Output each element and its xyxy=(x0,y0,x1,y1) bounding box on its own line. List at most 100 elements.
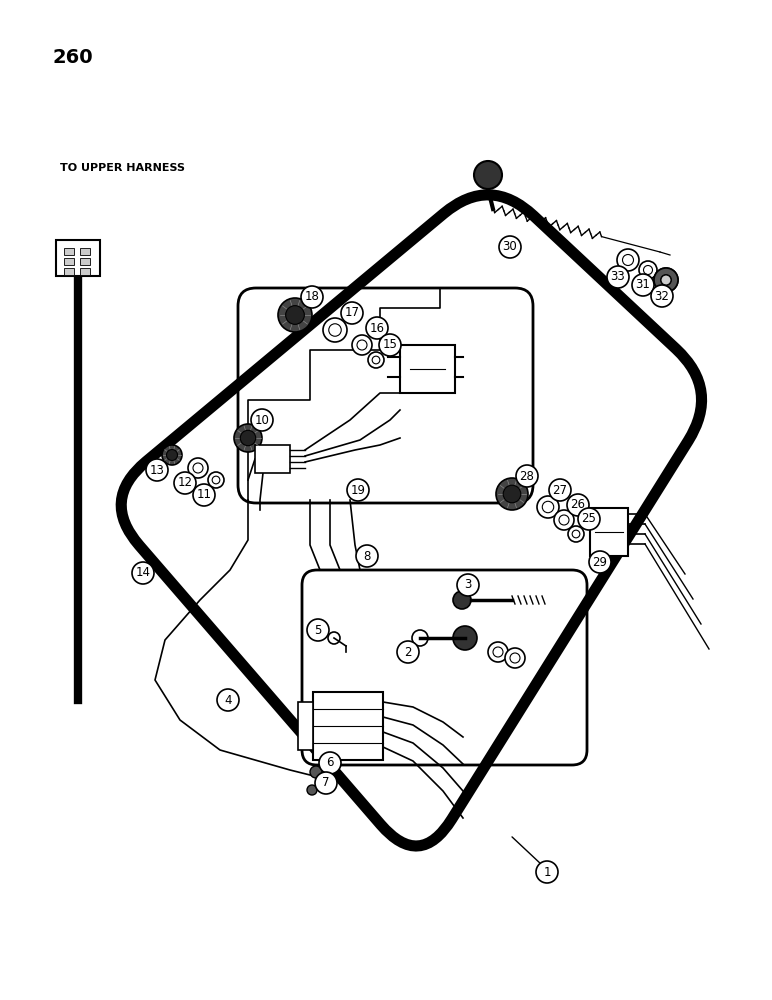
Circle shape xyxy=(329,324,341,336)
Bar xyxy=(56,240,100,276)
Circle shape xyxy=(661,275,671,285)
Circle shape xyxy=(234,424,262,452)
Circle shape xyxy=(174,472,196,494)
Circle shape xyxy=(505,648,525,668)
Bar xyxy=(64,248,74,255)
Circle shape xyxy=(212,476,220,484)
Circle shape xyxy=(278,298,312,332)
Text: 2: 2 xyxy=(405,646,411,658)
Text: 32: 32 xyxy=(655,290,669,302)
Circle shape xyxy=(503,485,521,503)
Bar xyxy=(80,248,90,255)
Bar xyxy=(313,692,383,760)
Bar xyxy=(590,508,628,556)
Circle shape xyxy=(347,479,369,501)
Bar xyxy=(400,345,455,393)
Circle shape xyxy=(146,459,168,481)
Text: 29: 29 xyxy=(592,556,608,568)
Circle shape xyxy=(559,515,569,525)
Text: 26: 26 xyxy=(571,498,585,512)
Text: 15: 15 xyxy=(383,338,398,352)
Circle shape xyxy=(549,479,571,501)
Text: 8: 8 xyxy=(364,550,371,562)
Circle shape xyxy=(366,317,388,339)
Text: 260: 260 xyxy=(52,48,93,67)
Circle shape xyxy=(496,478,528,510)
Circle shape xyxy=(240,430,256,446)
Text: 4: 4 xyxy=(224,694,232,706)
Circle shape xyxy=(286,306,304,324)
Circle shape xyxy=(307,785,317,795)
Circle shape xyxy=(639,261,657,279)
Circle shape xyxy=(536,861,558,883)
Circle shape xyxy=(510,653,520,663)
Circle shape xyxy=(193,463,203,473)
Circle shape xyxy=(567,494,589,516)
Text: 11: 11 xyxy=(197,488,212,502)
Circle shape xyxy=(368,352,384,368)
Circle shape xyxy=(162,445,182,465)
Circle shape xyxy=(654,268,678,292)
Circle shape xyxy=(301,286,323,308)
Text: 25: 25 xyxy=(581,512,597,526)
Circle shape xyxy=(357,340,367,350)
Circle shape xyxy=(661,275,672,285)
Text: 33: 33 xyxy=(611,270,625,284)
Circle shape xyxy=(372,356,380,364)
Text: 28: 28 xyxy=(520,470,534,483)
Text: 7: 7 xyxy=(322,776,330,790)
Circle shape xyxy=(516,465,538,487)
Circle shape xyxy=(644,265,652,274)
Circle shape xyxy=(453,626,477,650)
Circle shape xyxy=(488,642,508,662)
Circle shape xyxy=(193,484,215,506)
Text: 1: 1 xyxy=(543,865,550,879)
Circle shape xyxy=(356,545,378,567)
Circle shape xyxy=(572,530,580,538)
Text: 27: 27 xyxy=(553,484,567,496)
Text: 12: 12 xyxy=(178,477,192,489)
Text: 19: 19 xyxy=(350,484,365,496)
Circle shape xyxy=(537,496,559,518)
Bar xyxy=(298,702,313,750)
Circle shape xyxy=(310,766,322,778)
Bar xyxy=(80,258,90,265)
Bar xyxy=(64,268,74,275)
Circle shape xyxy=(208,472,224,488)
Circle shape xyxy=(251,409,273,431)
Circle shape xyxy=(651,285,673,307)
Circle shape xyxy=(493,647,503,657)
Circle shape xyxy=(319,752,341,774)
Circle shape xyxy=(499,236,521,258)
Circle shape xyxy=(188,458,208,478)
Bar xyxy=(255,445,290,473)
Circle shape xyxy=(474,161,502,189)
Circle shape xyxy=(654,268,678,292)
Circle shape xyxy=(132,562,154,584)
Circle shape xyxy=(622,254,634,265)
Circle shape xyxy=(632,274,654,296)
Circle shape xyxy=(607,266,629,288)
Circle shape xyxy=(352,335,372,355)
Circle shape xyxy=(167,450,178,460)
Circle shape xyxy=(589,551,611,573)
Circle shape xyxy=(453,591,471,609)
Circle shape xyxy=(397,641,419,663)
Text: 30: 30 xyxy=(503,240,517,253)
Circle shape xyxy=(568,526,584,542)
Circle shape xyxy=(578,508,600,530)
Text: 14: 14 xyxy=(136,566,151,580)
Circle shape xyxy=(554,510,574,530)
Text: 18: 18 xyxy=(305,290,320,304)
Circle shape xyxy=(315,772,337,794)
Text: 13: 13 xyxy=(150,464,164,477)
Text: TO UPPER HARNESS: TO UPPER HARNESS xyxy=(60,163,185,173)
Circle shape xyxy=(457,574,479,596)
Bar xyxy=(64,258,74,265)
Circle shape xyxy=(323,318,347,342)
Text: 16: 16 xyxy=(370,322,384,334)
Circle shape xyxy=(341,302,363,324)
Circle shape xyxy=(379,334,401,356)
Bar xyxy=(80,268,90,275)
Circle shape xyxy=(617,249,639,271)
